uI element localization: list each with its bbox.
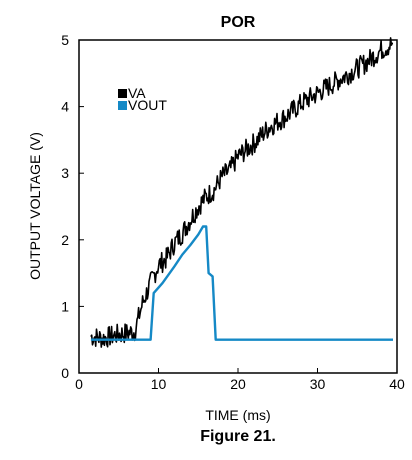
y-axis-label: OUTPUT VOLTAGE (V) [27, 132, 43, 280]
x-tick-label: 0 [75, 376, 83, 392]
x-tick-label: 40 [389, 376, 405, 392]
legend: VA VOUT [118, 85, 167, 113]
y-ticks: 0 1 2 3 4 5 [61, 32, 84, 381]
y-tick-label: 4 [61, 99, 69, 115]
legend-swatch-va [118, 89, 127, 98]
x-ticks: 0 10 20 30 40 [75, 368, 405, 392]
x-tick-label: 30 [310, 376, 326, 392]
legend-label-va: VA [128, 85, 146, 101]
y-tick-label: 5 [61, 32, 69, 48]
x-axis-label: TIME (ms) [205, 407, 270, 423]
y-tick-label: 0 [61, 365, 69, 381]
x-tick-label: 10 [151, 376, 167, 392]
series-layer [90, 37, 394, 348]
series-line-va [90, 37, 394, 348]
x-tick-label: 20 [230, 376, 246, 392]
series-line-vout [90, 225, 393, 341]
legend-swatch-vout [118, 101, 127, 110]
y-tick-label: 2 [61, 232, 69, 248]
chart-title: POR [221, 14, 256, 31]
y-tick-label: 1 [61, 298, 69, 314]
y-tick-label: 3 [61, 165, 69, 181]
legend-label-vout: VOUT [128, 97, 167, 113]
figure-caption: Figure 21. [200, 428, 276, 445]
